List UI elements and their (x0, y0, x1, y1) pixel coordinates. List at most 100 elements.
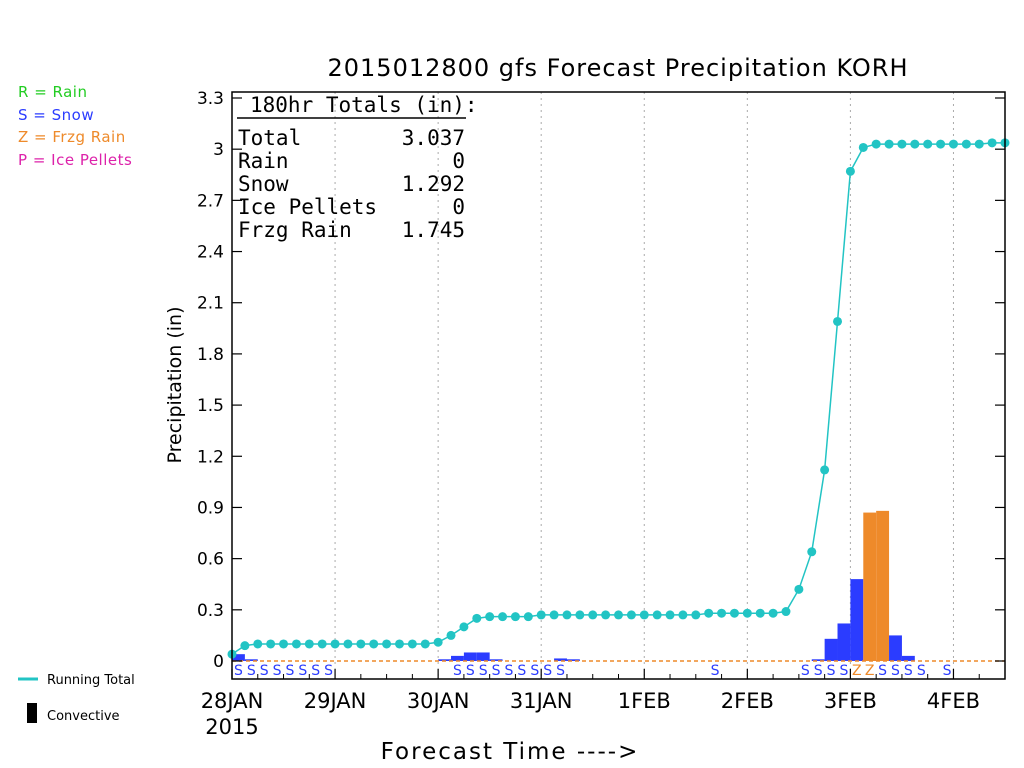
running-total-point (948, 139, 958, 149)
running-total-point (678, 610, 688, 620)
ptype-label: S (556, 663, 565, 679)
axes: 0 0.3 0.6 0.9 1.2 1.5 1.8 2.1 2.4 2.7 3 3.3 28JAN 29J… (197, 89, 1006, 713)
running-total-point (961, 139, 971, 149)
y-tick-label: 0.3 (197, 601, 224, 621)
y-tick-label: 2.1 (197, 294, 224, 314)
legend-snow: S = Snow (18, 106, 94, 124)
running-total-point (665, 610, 675, 620)
x-tick-label: 4FEB (927, 689, 980, 713)
totals-row-value: 0 (452, 195, 465, 219)
x-tick-label: 2FEB (721, 689, 774, 713)
y-tick-label: 2.4 (197, 243, 224, 263)
year-label: 2015 (205, 715, 258, 739)
totals-row-label: Snow (238, 172, 289, 196)
totals-row-value: 1.745 (402, 218, 465, 242)
running-total-point (833, 316, 843, 326)
y-tick-label: 1.2 (197, 447, 224, 467)
x-tick-label: 29JAN (304, 689, 367, 713)
precip-bar-snow (889, 635, 902, 661)
precip-bar-frzg-rain (863, 512, 877, 661)
series-legend: Running Total Convective (18, 673, 135, 724)
running-total-point (562, 610, 572, 620)
chart-title: 2015012800 gfs Forecast Precipitation KO… (327, 54, 908, 82)
convective-legend-swatch (27, 703, 37, 723)
precip-bar-snow (837, 623, 851, 661)
running-total-point (266, 639, 276, 649)
ptype-legend: R = Rain S = Snow Z = Frzg Rain P = Ice … (18, 83, 132, 169)
running-total-point (549, 610, 559, 620)
running-total-point (884, 139, 894, 149)
running-total-point (807, 547, 817, 557)
ptype-label: S (286, 663, 295, 679)
running-total-point (510, 612, 520, 622)
running-total-point (691, 610, 701, 620)
running-total-point (704, 608, 714, 618)
ptype-label: S (891, 663, 900, 679)
running-total-point (626, 610, 636, 620)
running-total-point (729, 608, 739, 618)
running-total-point (536, 610, 546, 620)
precip-bar-snow (438, 659, 452, 661)
running-total-point (433, 637, 443, 647)
running-total-point (498, 612, 508, 622)
ptype-label: S (943, 663, 952, 679)
precip-bar-frzg-rain (876, 510, 890, 661)
ptype-label: S (466, 663, 475, 679)
running-total-point (910, 139, 920, 149)
precip-bar-snow (244, 659, 258, 661)
totals-row-value: 1.292 (402, 172, 465, 196)
ptype-label: S (492, 663, 501, 679)
running-total-point (446, 630, 456, 640)
ptype-label: S (827, 663, 836, 679)
running-total-point (639, 610, 649, 620)
running-total-point (369, 639, 379, 649)
ptype-label: S (324, 663, 333, 679)
ptype-label: S (840, 663, 849, 679)
precip-bar-snow (850, 579, 864, 661)
convective-legend-label: Convective (47, 709, 120, 724)
running-total-point (858, 142, 868, 152)
precip-bar-snow (901, 655, 915, 661)
y-tick-label: 0.9 (197, 498, 224, 518)
ptype-label: S (479, 663, 488, 679)
running-total-point (575, 610, 585, 620)
y-tick-label: 0.6 (197, 550, 224, 570)
precip-bar-snow (824, 638, 838, 661)
y-tick-label: 3.3 (197, 89, 224, 109)
running-total-point (742, 608, 752, 618)
legend-ice-pellets: P = Ice Pellets (18, 151, 132, 169)
running-total-point (717, 608, 727, 618)
precip-bar-snow (554, 658, 567, 661)
ptype-label: Z (852, 663, 862, 679)
y-tick-label: 3 (213, 140, 224, 160)
running-total-point (459, 622, 469, 632)
running-total-point (845, 166, 855, 176)
running-total-point (343, 639, 353, 649)
running-total-series (227, 138, 1010, 659)
running-total-point (330, 639, 340, 649)
running-total-point (407, 639, 417, 649)
running-total-point (974, 139, 984, 149)
running-total-point (923, 139, 933, 149)
x-tick-label: 3FEB (824, 689, 877, 713)
y-tick-label: 0 (213, 652, 224, 672)
y-tick-label: 2.7 (197, 191, 224, 211)
running-total-point (420, 639, 430, 649)
precip-bar-snow (232, 654, 245, 661)
running-total-point (987, 138, 997, 148)
totals-box: 180hr Totals (in): Total 3.037 Rain 0 Sn… (237, 93, 478, 242)
precip-bar-snow (489, 659, 503, 661)
ptype-label: S (453, 663, 462, 679)
legend-frzg-rain: Z = Frzg Rain (18, 128, 126, 146)
running-total-point (781, 607, 791, 617)
running-total-point (279, 639, 289, 649)
running-total-point (253, 639, 263, 649)
ptype-label: S (260, 663, 269, 679)
totals-row-label: Ice Pellets (238, 195, 377, 219)
ptype-label: S (814, 663, 823, 679)
x-tick-label: 31JAN (510, 689, 573, 713)
running-total-point (936, 139, 946, 149)
running-total-point (755, 608, 765, 618)
